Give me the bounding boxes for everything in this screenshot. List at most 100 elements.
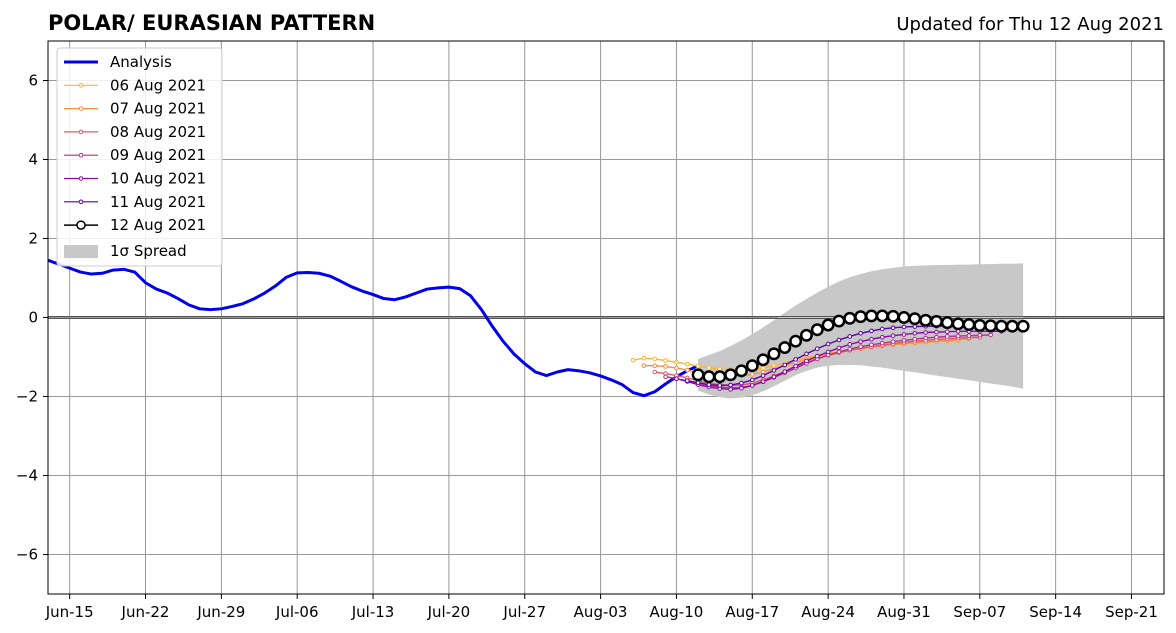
forecast-point — [771, 374, 777, 380]
forecast-point — [912, 331, 918, 336]
forecast-point — [847, 334, 853, 339]
forecast-point — [879, 326, 885, 332]
series-forecast-6 — [691, 309, 1030, 384]
forecast-point — [702, 370, 716, 384]
forecast-point — [652, 356, 658, 362]
forecast-point — [789, 334, 803, 348]
forecast-point — [869, 336, 874, 342]
forecast-point — [901, 338, 907, 343]
legend-label: 12 Aug 2021 — [110, 216, 206, 234]
forecast-point — [832, 314, 846, 328]
legend-swatch — [64, 245, 98, 259]
x-tick-label-1: Jun-22 — [121, 603, 170, 621]
forecast-point — [814, 353, 820, 359]
legend-label: Analysis — [110, 53, 172, 71]
forecast-point — [836, 349, 842, 355]
x-tick-label-0: Jun-15 — [45, 603, 94, 621]
x-tick-label-11: Aug-31 — [877, 603, 931, 621]
chart-subtitle: Updated for Thu 12 Aug 2021 — [896, 14, 1164, 35]
forecast-point — [652, 369, 658, 375]
forecast-point — [879, 340, 885, 346]
chart-title: POLAR/ EURASIAN PATTERN — [48, 11, 375, 35]
y-tick-label-2: 2 — [28, 230, 38, 248]
legend-marker — [78, 199, 84, 205]
forecast-point — [663, 364, 668, 369]
legend-label: 07 Aug 2021 — [110, 100, 206, 118]
forecast-point — [836, 345, 842, 351]
legend-entry-5: 11 Aug 2021 — [64, 193, 206, 211]
forecast-point — [767, 347, 781, 361]
forecast-point — [821, 318, 835, 332]
forecast-point — [886, 309, 900, 323]
legend-entry-0: 06 Aug 2021 — [64, 76, 206, 94]
forecast-point — [749, 383, 755, 388]
forecast-point — [630, 357, 636, 363]
forecast-point — [799, 328, 813, 342]
x-tick-label-14: Sep-21 — [1105, 603, 1158, 621]
legend-label: 1σ Spread — [110, 242, 187, 260]
legend-label: 08 Aug 2021 — [110, 123, 206, 141]
forecast-point — [706, 382, 712, 387]
forecast-point — [760, 373, 766, 378]
forecast-point — [984, 319, 998, 333]
forecast-point — [691, 368, 705, 382]
series-group — [47, 258, 1030, 398]
legend-marker — [78, 176, 84, 181]
forecast-point — [890, 325, 896, 331]
forecast-point — [684, 367, 690, 373]
x-tick-label-10: Aug-24 — [801, 603, 855, 621]
forecast-point — [897, 311, 911, 324]
legend-marker — [78, 152, 84, 158]
x-tick-label-2: Jun-29 — [196, 603, 245, 621]
forecast-point — [962, 318, 976, 332]
forecast-point — [858, 339, 863, 344]
forecast-point — [901, 324, 907, 330]
legend-entry-analysis: Analysis — [64, 53, 172, 71]
forecast-point — [760, 365, 766, 371]
forecast-point — [934, 334, 939, 340]
legend-entry-6: 12 Aug 2021 — [64, 216, 206, 234]
forecast-point — [674, 359, 679, 365]
forecast-point — [782, 362, 788, 368]
legend-label: 09 Aug 2021 — [110, 146, 206, 164]
forecast-point — [739, 385, 744, 391]
forecast-point — [858, 344, 863, 350]
forecast-point — [923, 335, 928, 341]
forecast-point — [713, 370, 727, 384]
forecast-point — [728, 387, 733, 392]
forecast-point — [728, 382, 733, 388]
forecast-point — [1016, 319, 1030, 333]
forecast-point — [879, 334, 885, 340]
forecast-point — [934, 329, 939, 335]
forecast-point — [684, 361, 690, 367]
forecast-point — [869, 342, 874, 348]
forecast-point — [1005, 319, 1019, 333]
x-tick-label-5: Jul-20 — [427, 603, 471, 621]
x-axis: Jun-15 Jun-22 Jun-29 Jul-06 Jul-13 Jul-20 Jul-… — [45, 594, 1158, 621]
forecast-point — [793, 357, 798, 362]
legend-entry-1: 07 Aug 2021 — [64, 100, 206, 118]
legend-entry-4: 10 Aug 2021 — [64, 170, 206, 188]
x-tick-label-8: Aug-10 — [650, 603, 704, 621]
x-tick-label-6: Jul-27 — [502, 603, 546, 621]
forecast-point — [810, 323, 824, 337]
x-tick-label-3: Jul-06 — [275, 603, 319, 621]
forecast-point — [641, 363, 647, 368]
legend-box — [56, 47, 223, 267]
forecast-point — [641, 355, 647, 361]
forecast-point — [955, 333, 961, 339]
forecast-point — [674, 365, 679, 371]
forecast-point — [663, 358, 668, 363]
forecast-point — [951, 317, 965, 331]
forecast-point — [908, 312, 922, 326]
forecast-point — [912, 336, 918, 342]
y-tick-label-5: −4 — [16, 467, 38, 485]
forecast-point — [901, 332, 907, 337]
legend-entry-3: 09 Aug 2021 — [64, 146, 206, 164]
forecast-point — [825, 341, 831, 347]
forecast-point — [717, 366, 723, 372]
y-axis: 6 4 2 0 −2 −4 −6 — [16, 72, 48, 564]
forecast-point — [652, 363, 658, 368]
legend: Analysis 06 Aug 2021 07 Aug 2021 08 Aug 202… — [56, 47, 223, 267]
forecast-point — [977, 332, 983, 338]
